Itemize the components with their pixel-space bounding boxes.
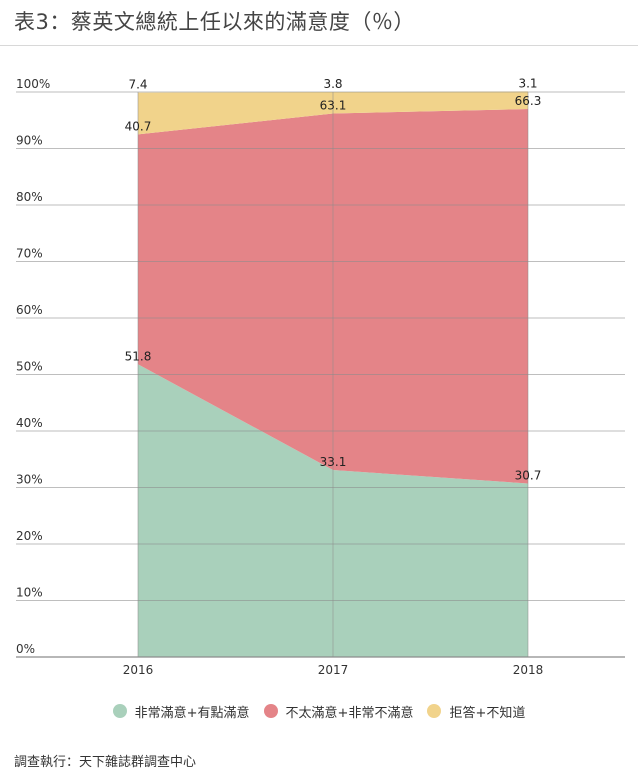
- legend-swatch-no-answer: [427, 704, 442, 718]
- data-label-no_answer: 3.8: [323, 77, 342, 91]
- legend-item-dissatisfied: 不太滿意+非常不滿意: [263, 702, 414, 721]
- data-label-satisfied: 30.7: [515, 469, 542, 483]
- y-tick-label: 40%: [16, 416, 43, 430]
- y-tick-label: 100%: [16, 77, 50, 91]
- y-tick-label: 90%: [16, 134, 43, 148]
- data-label-no_answer: 3.1: [518, 76, 537, 90]
- source-note: 調查執行：天下雜誌群調查中心: [14, 755, 197, 770]
- y-tick-label: 50%: [16, 360, 43, 374]
- legend-label-dissatisfied: 不太滿意+非常不滿意: [285, 705, 414, 721]
- data-label-dissatisfied: 63.1: [320, 98, 347, 112]
- data-label-dissatisfied: 40.7: [125, 119, 152, 133]
- legend-swatch-dissatisfied: [263, 704, 278, 718]
- legend-item-no-answer: 拒答+不知道: [427, 702, 525, 721]
- y-tick-label: 70%: [16, 247, 43, 261]
- legend-label-satisfied: 非常滿意+有點滿意: [134, 705, 250, 721]
- x-tick-label: 2016: [123, 663, 154, 677]
- legend-label-no-answer: 拒答+不知道: [449, 705, 526, 721]
- data-label-no_answer: 7.4: [128, 78, 147, 92]
- stacked-area-chart: 0% 10% 20% 30% 40% 50% 60% 70% 80% 90% 100% 2016 201…: [16, 76, 625, 677]
- chart-title: 表3：蔡英文總統上任以來的滿意度（％）: [14, 10, 415, 34]
- title-divider: [0, 45, 638, 46]
- y-tick-label: 80%: [16, 190, 43, 204]
- chart-legend: 非常滿意+有點滿意 不太滿意+非常不滿意 拒答+不知道: [0, 700, 638, 722]
- y-tick-label: 60%: [16, 303, 43, 317]
- y-tick-label: 10%: [16, 586, 43, 600]
- x-tick-label: 2018: [513, 663, 544, 677]
- legend-swatch-satisfied: [112, 704, 127, 718]
- y-tick-label: 30%: [16, 473, 43, 487]
- x-tick-label: 2017: [318, 663, 349, 677]
- legend-item-satisfied: 非常滿意+有點滿意: [112, 702, 250, 721]
- data-label-satisfied: 51.8: [125, 349, 152, 363]
- data-label-dissatisfied: 66.3: [515, 94, 542, 108]
- y-tick-label: 20%: [16, 529, 43, 543]
- y-tick-label: 0%: [16, 642, 35, 656]
- data-label-satisfied: 33.1: [320, 455, 347, 469]
